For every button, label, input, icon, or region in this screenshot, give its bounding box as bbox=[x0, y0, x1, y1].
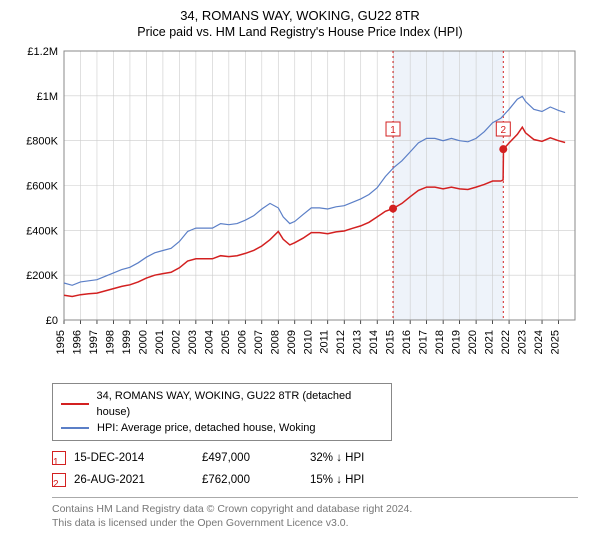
legend-swatch-icon bbox=[61, 403, 89, 405]
svg-text:2025: 2025 bbox=[550, 330, 562, 354]
legend-item: HPI: Average price, detached house, Woki… bbox=[61, 420, 383, 436]
table-row: 1 15-DEC-2014 £497,000 32% ↓ HPI bbox=[52, 447, 578, 469]
svg-text:£1M: £1M bbox=[37, 91, 58, 103]
svg-text:2007: 2007 bbox=[253, 330, 265, 354]
svg-text:£0: £0 bbox=[46, 315, 58, 327]
svg-text:2016: 2016 bbox=[401, 330, 413, 354]
footer-line: Contains HM Land Registry data © Crown c… bbox=[52, 502, 578, 516]
svg-text:2010: 2010 bbox=[302, 330, 314, 354]
svg-text:2000: 2000 bbox=[137, 330, 149, 354]
svg-text:2018: 2018 bbox=[434, 330, 446, 354]
svg-text:1997: 1997 bbox=[88, 330, 100, 354]
svg-text:2006: 2006 bbox=[236, 330, 248, 354]
tx-date: 15-DEC-2014 bbox=[74, 447, 194, 469]
svg-text:1995: 1995 bbox=[55, 330, 67, 354]
tx-price: £497,000 bbox=[202, 447, 302, 469]
svg-text:2011: 2011 bbox=[319, 330, 331, 354]
svg-text:£1.2M: £1.2M bbox=[27, 46, 58, 58]
tx-diff: 15% ↓ HPI bbox=[310, 469, 400, 491]
svg-text:2021: 2021 bbox=[484, 330, 496, 354]
svg-text:1998: 1998 bbox=[104, 330, 116, 354]
legend-label: 34, ROMANS WAY, WOKING, GU22 8TR (detach… bbox=[97, 388, 383, 420]
legend: 34, ROMANS WAY, WOKING, GU22 8TR (detach… bbox=[52, 383, 392, 441]
svg-text:2024: 2024 bbox=[533, 330, 545, 354]
svg-text:2014: 2014 bbox=[368, 330, 380, 354]
svg-text:2019: 2019 bbox=[451, 330, 463, 354]
svg-text:2017: 2017 bbox=[418, 330, 430, 354]
svg-text:1: 1 bbox=[390, 125, 396, 136]
svg-text:£400K: £400K bbox=[26, 225, 58, 237]
svg-text:2012: 2012 bbox=[335, 330, 347, 354]
marker-icon: 2 bbox=[52, 473, 66, 487]
svg-text:2022: 2022 bbox=[500, 330, 512, 354]
svg-text:2015: 2015 bbox=[385, 330, 397, 354]
footer-line: This data is licensed under the Open Gov… bbox=[52, 516, 578, 530]
chart-area: £0 £200K £400K £600K £800K £1M £1.2M 1995 1996 19… bbox=[20, 45, 580, 375]
svg-text:£200K: £200K bbox=[26, 270, 58, 282]
svg-text:£800K: £800K bbox=[26, 136, 58, 148]
legend-item: 34, ROMANS WAY, WOKING, GU22 8TR (detach… bbox=[61, 388, 383, 420]
chart-subtitle: Price paid vs. HM Land Registry's House … bbox=[12, 25, 588, 39]
svg-text:2020: 2020 bbox=[467, 330, 479, 354]
svg-text:2004: 2004 bbox=[203, 330, 215, 354]
transactions-table: 1 15-DEC-2014 £497,000 32% ↓ HPI 2 26-AU… bbox=[52, 447, 578, 491]
svg-text:2023: 2023 bbox=[517, 330, 529, 354]
tx-date: 26-AUG-2021 bbox=[74, 469, 194, 491]
svg-text:2: 2 bbox=[501, 125, 507, 136]
marker-icon: 1 bbox=[52, 451, 66, 465]
tx-price: £762,000 bbox=[202, 469, 302, 491]
svg-text:1996: 1996 bbox=[71, 330, 83, 354]
svg-text:2008: 2008 bbox=[269, 330, 281, 354]
table-row: 2 26-AUG-2021 £762,000 15% ↓ HPI bbox=[52, 469, 578, 491]
svg-text:1999: 1999 bbox=[121, 330, 133, 354]
legend-swatch-icon bbox=[61, 427, 89, 429]
svg-text:2013: 2013 bbox=[352, 330, 364, 354]
svg-text:2002: 2002 bbox=[170, 330, 182, 354]
footer-attribution: Contains HM Land Registry data © Crown c… bbox=[52, 497, 578, 530]
svg-text:2001: 2001 bbox=[154, 330, 166, 354]
svg-text:2005: 2005 bbox=[220, 330, 232, 354]
svg-text:£600K: £600K bbox=[26, 181, 58, 193]
legend-label: HPI: Average price, detached house, Woki… bbox=[97, 420, 316, 436]
chart-title: 34, ROMANS WAY, WOKING, GU22 8TR bbox=[12, 8, 588, 23]
svg-text:2003: 2003 bbox=[187, 330, 199, 354]
tx-diff: 32% ↓ HPI bbox=[310, 447, 400, 469]
svg-text:2009: 2009 bbox=[286, 330, 298, 354]
line-chart-svg: £0 £200K £400K £600K £800K £1M £1.2M 1995 1996 19… bbox=[20, 45, 580, 375]
